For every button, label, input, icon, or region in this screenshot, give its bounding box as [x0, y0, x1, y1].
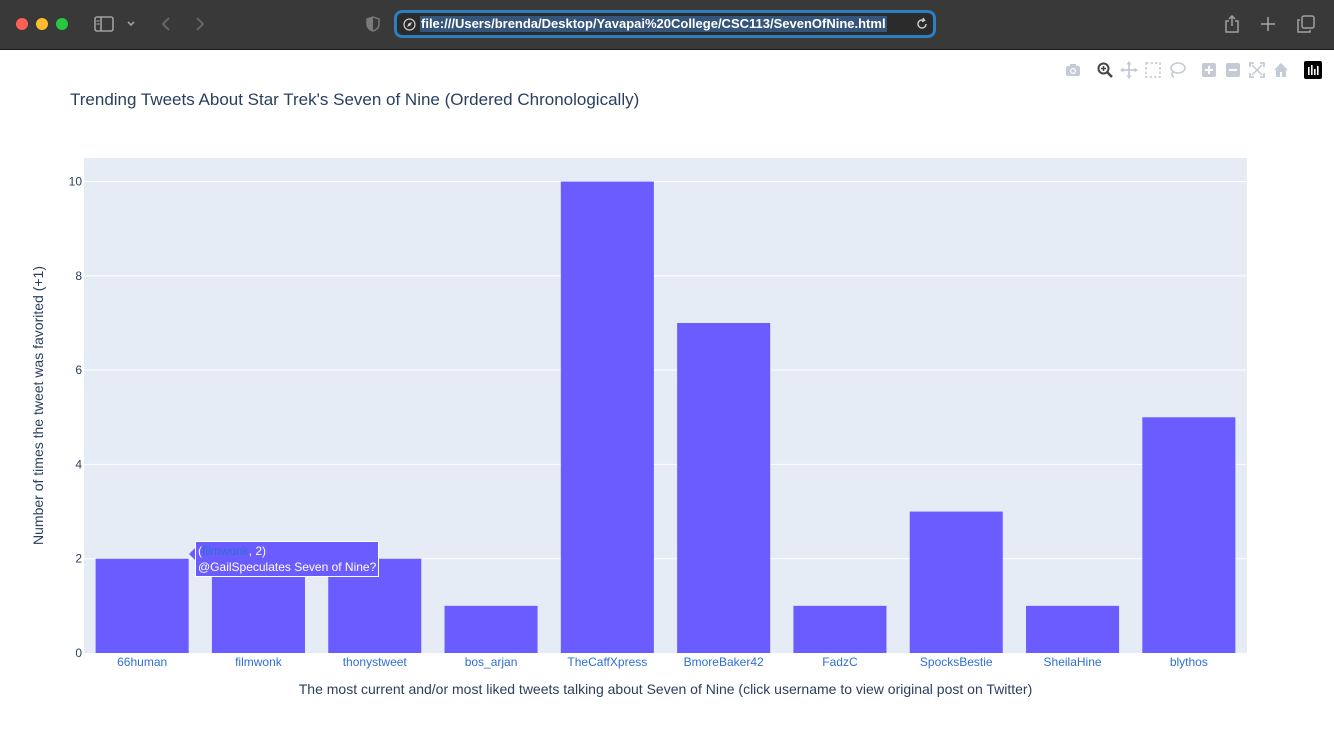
address-bar[interactable]: file:///Users/brenda/Desktop/Yavapai%20C…: [394, 10, 936, 38]
bar[interactable]: [1142, 417, 1236, 653]
bar[interactable]: [444, 605, 538, 653]
x-tick-link[interactable]: TheCaffXpress: [567, 655, 647, 669]
bar[interactable]: [677, 323, 771, 653]
hover-tooltip: (filmwonk, 2) @GailSpeculates Seven of N…: [188, 541, 380, 577]
tab-overview-icon[interactable]: [1296, 12, 1316, 36]
share-icon[interactable]: [1222, 12, 1242, 36]
chart-title: Trending Tweets About Star Trek's Seven …: [70, 90, 640, 109]
autoscale-icon[interactable]: [1248, 61, 1266, 79]
bar[interactable]: [909, 511, 1003, 653]
y-tick-label: 8: [75, 269, 82, 283]
y-axis-ticks: 0 2 4 6 8 10: [69, 175, 83, 660]
bar[interactable]: [560, 181, 654, 654]
camera-icon[interactable]: [1064, 61, 1082, 79]
y-tick-label: 10: [69, 175, 83, 189]
plot-modebar: [0, 61, 1334, 79]
bar-series: [95, 181, 1236, 654]
new-tab-plus-icon[interactable]: [1258, 12, 1278, 36]
y-tick-label: 4: [75, 457, 82, 471]
x-axis-label: The most current and/or most liked tweet…: [299, 681, 1033, 697]
x-tick-link[interactable]: filmwonk: [235, 655, 283, 669]
y-tick-label: 6: [75, 363, 82, 377]
bar[interactable]: [95, 558, 189, 653]
y-tick-label: 0: [75, 646, 82, 660]
url-text[interactable]: file:///Users/brenda/Desktop/Yavapai%20C…: [420, 16, 887, 32]
zoom-icon[interactable]: [1096, 61, 1114, 79]
pan-icon[interactable]: [1120, 61, 1138, 79]
close-window-button[interactable]: [16, 18, 28, 30]
x-tick-link[interactable]: 66human: [117, 655, 167, 669]
compass-icon: [403, 18, 416, 36]
y-axis-label: Number of times the tweet was favorited …: [30, 266, 46, 545]
box-select-icon[interactable]: [1144, 61, 1162, 79]
x-tick-link[interactable]: BmoreBaker42: [684, 655, 764, 669]
gridlines: [84, 181, 1247, 560]
x-tick-link[interactable]: SpocksBestie: [920, 655, 993, 669]
tooltip-open: (: [198, 544, 202, 558]
x-tick-link[interactable]: SheilaHine: [1044, 655, 1102, 669]
bar[interactable]: [793, 605, 887, 653]
privacy-shield-icon[interactable]: [364, 12, 382, 36]
x-tick-link[interactable]: blythos: [1170, 655, 1208, 669]
x-tick-link[interactable]: FadzC: [822, 655, 858, 669]
bar[interactable]: [1026, 605, 1120, 653]
forward-arrow-icon[interactable]: [190, 12, 210, 36]
reset-axes-icon[interactable]: [1272, 61, 1290, 79]
browser-toolbar: file:///Users/brenda/Desktop/Yavapai%20C…: [0, 0, 1334, 50]
chevron-down-icon[interactable]: [124, 12, 138, 36]
plotly-logo-icon[interactable]: [1304, 61, 1322, 79]
minimize-window-button[interactable]: [36, 18, 48, 30]
lasso-icon[interactable]: [1168, 61, 1186, 79]
reload-icon[interactable]: [915, 17, 929, 36]
tooltip-text: @GailSpeculates Seven of Nine?: [198, 560, 377, 574]
y-tick-label: 2: [75, 552, 82, 566]
sidebar-toggle-icon[interactable]: [92, 12, 116, 36]
x-tick-link[interactable]: bos_arjan: [465, 655, 518, 669]
zoom-in-icon[interactable]: [1200, 61, 1218, 79]
maximize-window-button[interactable]: [56, 18, 68, 30]
zoom-out-icon[interactable]: [1224, 61, 1242, 79]
x-axis-ticks: 66human filmwonk thonystweet bos_arjan TheCa…: [117, 655, 1208, 669]
back-arrow-icon[interactable]: [156, 12, 176, 36]
tooltip-value: , 2): [248, 544, 267, 558]
tooltip-category-link: filmwonk: [202, 544, 249, 558]
x-tick-link[interactable]: thonystweet: [343, 655, 408, 669]
